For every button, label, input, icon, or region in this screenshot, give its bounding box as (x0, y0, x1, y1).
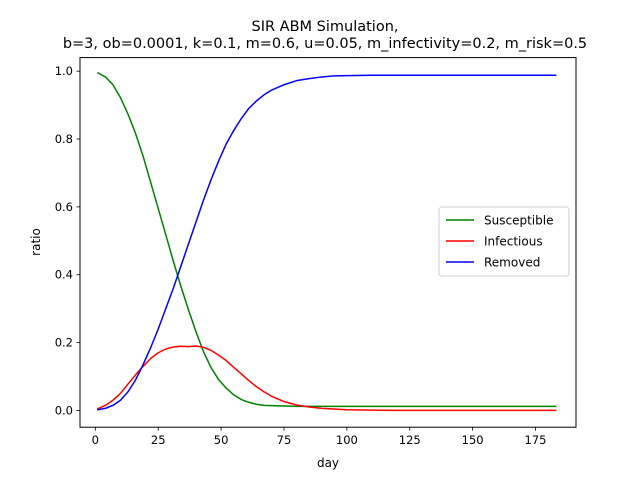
chart-title: SIR ABM Simulation, (252, 19, 399, 35)
plot-frame (79, 57, 577, 428)
x-axis-ticks: 0 25 50 75 100 125 150 175 (92, 427, 547, 447)
legend-label-removed: Removed (484, 256, 540, 270)
x-tick-label: 75 (277, 433, 292, 447)
x-tick-label: 0 (92, 433, 99, 447)
y-axis-label: ratio (29, 228, 43, 256)
legend-label-infectious: Infectious (484, 235, 543, 249)
series-line-removed (96, 74, 557, 411)
x-axis-label: day (317, 456, 339, 470)
y-axis-ticks: 0.0 0.2 0.4 0.6 0.8 1.0 (55, 64, 80, 417)
series-line-susceptible (96, 71, 557, 408)
legend-box (438, 206, 570, 277)
x-tick-label: 25 (151, 433, 166, 447)
y-tick-label: 0.8 (55, 132, 73, 146)
y-tick-label: 0.0 (55, 403, 73, 417)
x-tick-label: 50 (214, 433, 229, 447)
y-tick-label: 1.0 (55, 64, 73, 78)
series-line-infectious (96, 345, 557, 412)
legend-label-susceptible: Susceptible (484, 214, 553, 228)
y-tick-label: 0.6 (55, 200, 73, 214)
plot-area (96, 71, 557, 412)
x-tick-label: 150 (462, 433, 484, 447)
y-tick-label: 0.4 (55, 268, 73, 282)
x-tick-label: 100 (336, 433, 358, 447)
x-tick-label: 175 (525, 433, 547, 447)
legend: Susceptible Infectious Removed (438, 206, 570, 277)
chart-subtitle: b=3, ob=0.0001, k=0.1, m=0.6, u=0.05, m_… (63, 36, 587, 52)
y-tick-label: 0.2 (55, 336, 73, 350)
x-tick-label: 125 (399, 433, 421, 447)
